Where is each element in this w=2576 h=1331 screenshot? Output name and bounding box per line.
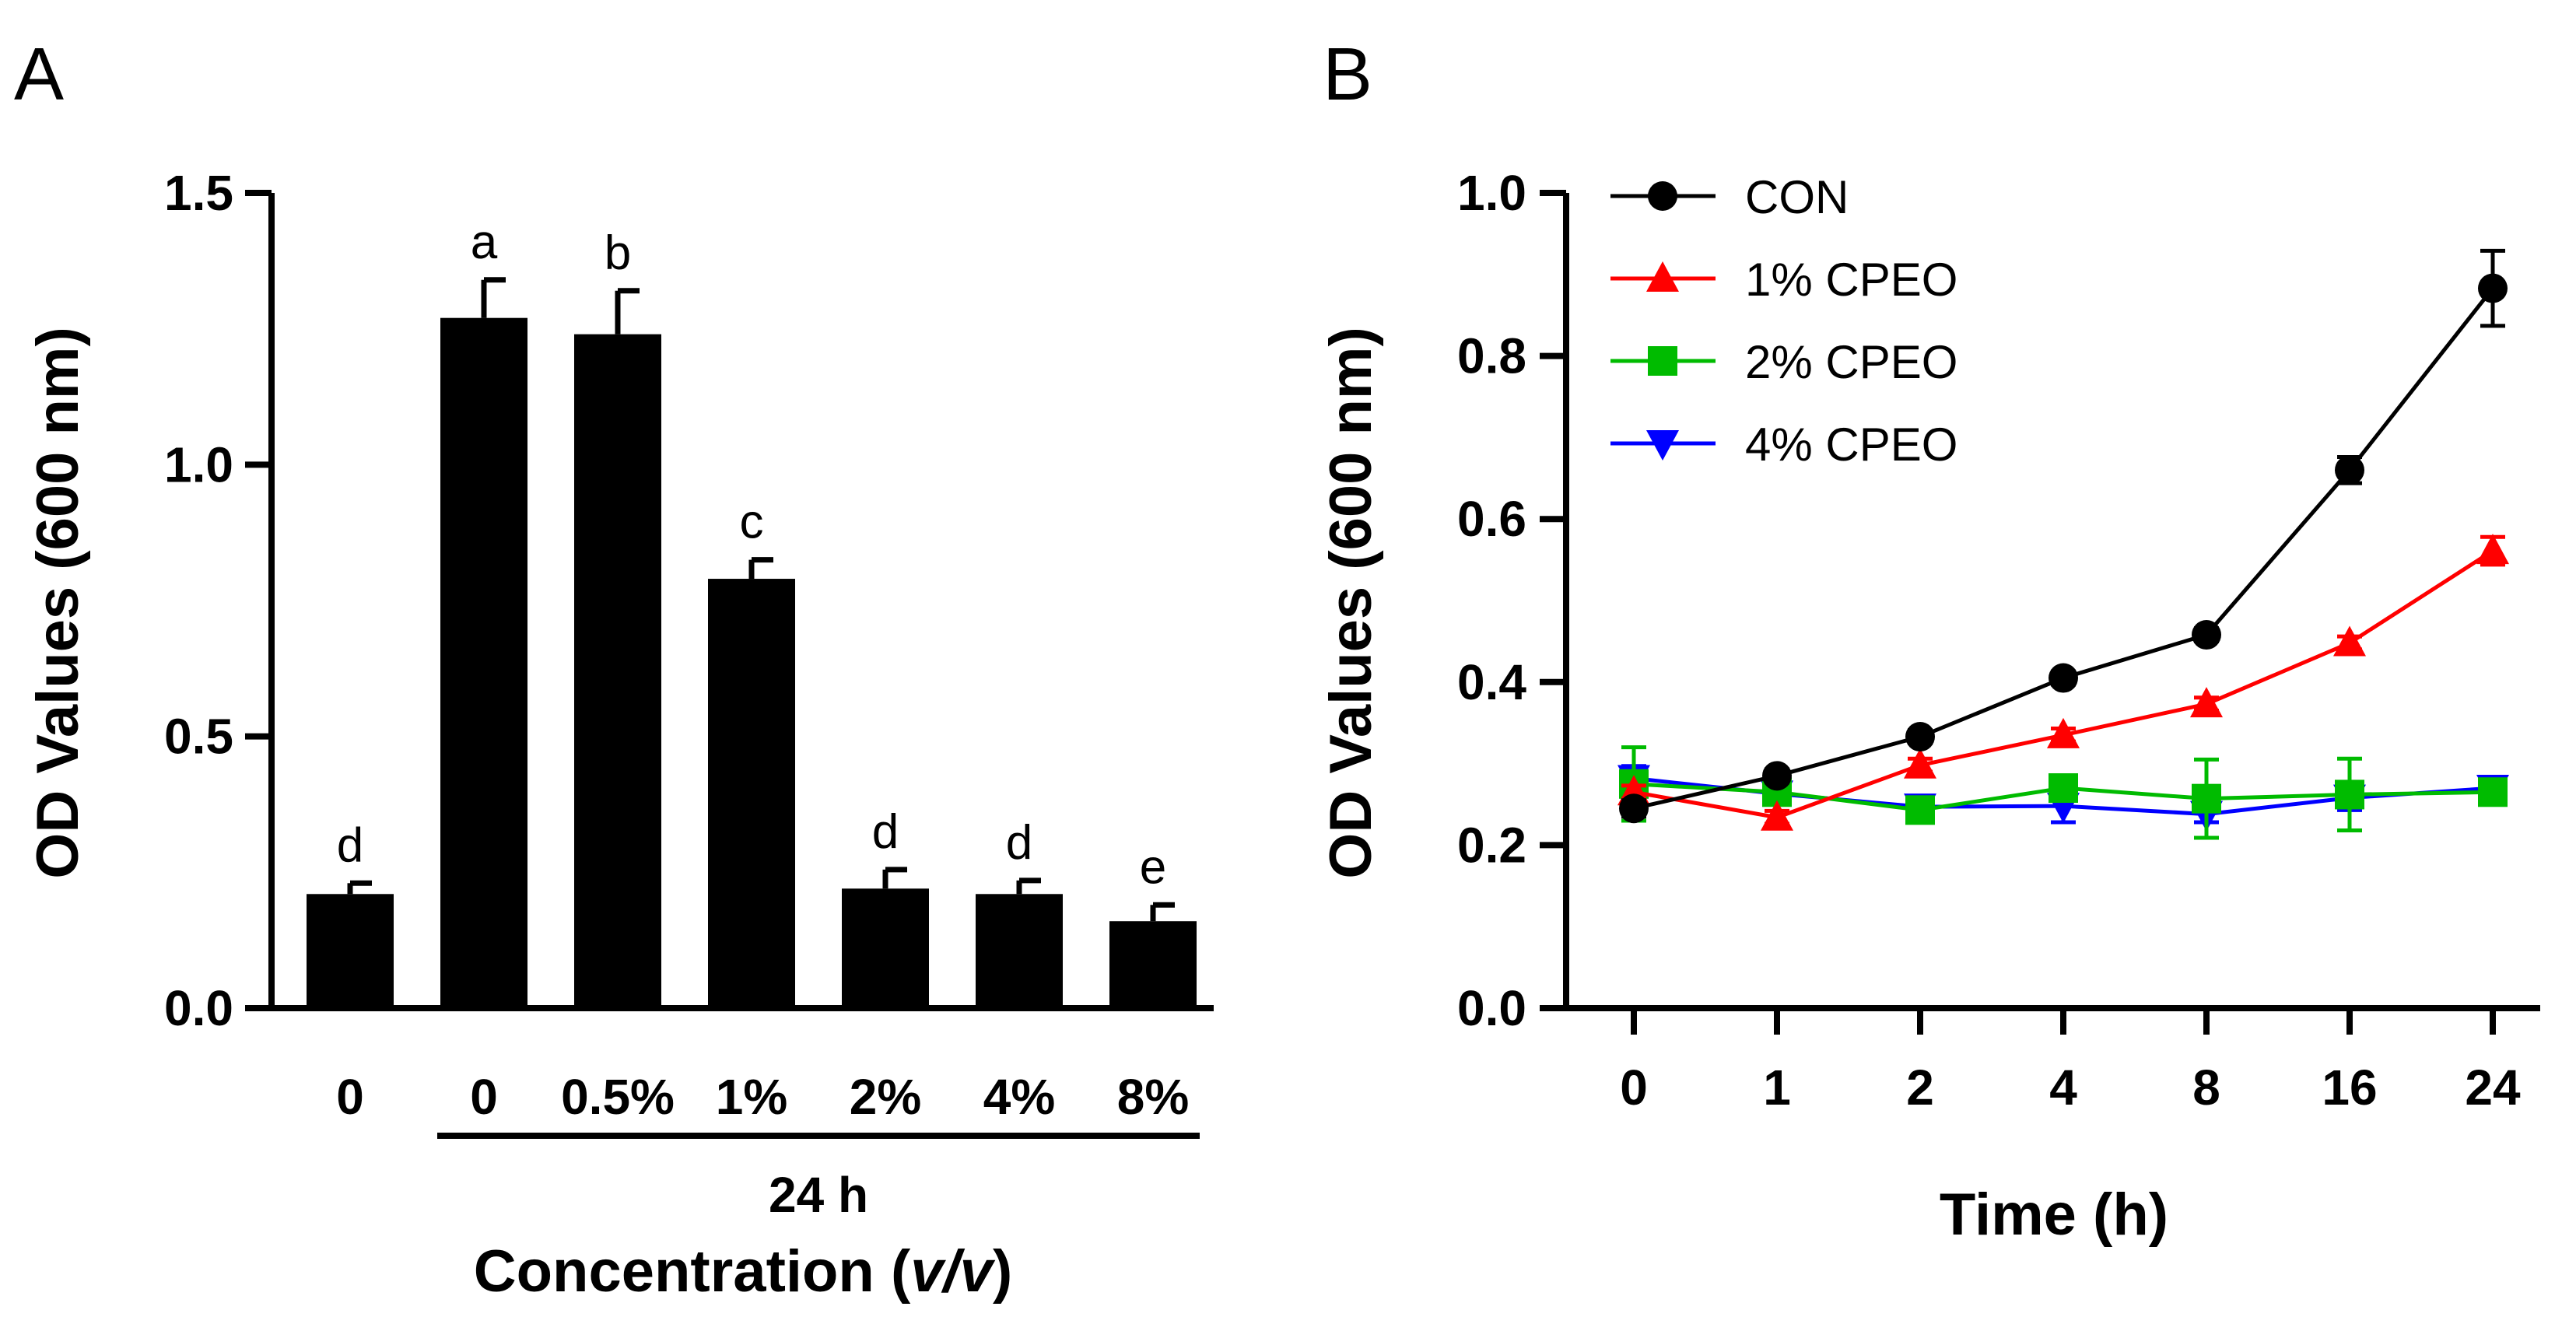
panel-b-y-tick-label: 0.4 bbox=[1457, 654, 1526, 710]
panel-a-x-tick-label: 4% bbox=[983, 1069, 1056, 1125]
panel-a-y-tick-label: 0.5 bbox=[164, 709, 233, 765]
panel-a-x-axis-title: Concentration (v/v) bbox=[474, 1238, 1013, 1305]
panel-b-y-ticks: 0.0 0.2 0.4 0.6 0.8 1.0 bbox=[1457, 165, 1566, 1036]
panel-a-y-tick-label: 0.0 bbox=[164, 980, 233, 1036]
panel-a-bar bbox=[440, 317, 527, 1008]
panel-b-x-tick-label: 1 bbox=[1763, 1060, 1791, 1116]
panel-b-data-point bbox=[2049, 773, 2078, 804]
panel-a-bar bbox=[976, 894, 1063, 1008]
panel-b-data-point bbox=[2192, 783, 2221, 814]
panel-b-legend-label: 2% CPEO bbox=[1745, 336, 1957, 388]
panel-a-bar bbox=[574, 334, 661, 1008]
panel-b-data-point bbox=[2047, 717, 2080, 748]
panel-b-data-point bbox=[2190, 687, 2223, 718]
panel-b-legend-marker bbox=[1648, 181, 1677, 211]
panel-b-y-axis-title: OD Values (600 nm) bbox=[1318, 327, 1384, 879]
panel-b-data-point bbox=[2335, 779, 2364, 810]
panel-b-data-point bbox=[2476, 534, 2509, 565]
panel-a-y-tick-label: 1.5 bbox=[164, 165, 233, 221]
panel-b-data-point bbox=[1905, 795, 1935, 825]
panel-a-x-ticks: 0 0 0.5% 1% 2% 4% 8% bbox=[336, 1069, 1189, 1125]
panel-a-x-tick-label: 0 bbox=[336, 1069, 364, 1125]
panel-b-data-point bbox=[1905, 722, 1935, 752]
panel-a-x-tick-label: 1% bbox=[716, 1069, 788, 1125]
panel-a-significance-letter: d bbox=[337, 818, 363, 872]
panel-b-data-point bbox=[2049, 663, 2078, 693]
panel-b-data-point bbox=[1762, 761, 1792, 791]
panel-b-legend-marker bbox=[1646, 430, 1679, 461]
panel-a-significance-letter: c bbox=[740, 496, 764, 549]
panel-b-data-point bbox=[2335, 455, 2364, 485]
panel-b-x-axis-title: Time (h) bbox=[1940, 1182, 2168, 1248]
panel-a-x-tick-label: 8% bbox=[1117, 1069, 1190, 1125]
panel-b-y-tick-label: 0.6 bbox=[1457, 491, 1526, 547]
panel-a-significance-letter: d bbox=[1006, 816, 1032, 870]
panel-b-x-tick-label: 4 bbox=[2049, 1060, 2077, 1116]
panel-b-legend-marker bbox=[1648, 346, 1677, 376]
panel-b-series-con bbox=[1619, 248, 2508, 824]
panel-a-x-tick-label: 0.5% bbox=[561, 1069, 675, 1125]
panel-a-group-label: 24 h bbox=[769, 1167, 868, 1223]
panel-b-x-tick-label: 24 bbox=[2465, 1060, 2521, 1116]
panel-a-significance-letter: d bbox=[872, 805, 899, 859]
panel-b-y-tick-label: 0.0 bbox=[1457, 980, 1526, 1036]
panel-b-legend-label: 1% CPEO bbox=[1745, 254, 1957, 306]
panel-b-data-point bbox=[1761, 800, 1793, 831]
panel-a-bar bbox=[1109, 921, 1197, 1008]
panel-a-letter: A bbox=[14, 33, 64, 116]
panel-b-data-point bbox=[2192, 620, 2221, 650]
panel-a-y-tick-label: 1.0 bbox=[164, 436, 233, 492]
panel-a-significance-letter: b bbox=[605, 226, 631, 280]
panel-b: B OD Values (600 nm) 0.00.20.40.60.81.0 … bbox=[1318, 33, 2540, 1248]
panel-a-significance-letter: e bbox=[1140, 840, 1166, 894]
panel-b-data-point bbox=[2333, 625, 2366, 657]
panel-a-significance-letter: a bbox=[471, 215, 498, 269]
panel-a-bar bbox=[307, 894, 394, 1008]
panel-b-x-tick-label: 0 bbox=[1620, 1060, 1648, 1116]
panel-a-bar bbox=[708, 579, 795, 1008]
panel-b-series-1-cpeo bbox=[1617, 534, 2509, 831]
panel-a-y-ticks: 0.0 0.5 1.0 1.5 bbox=[164, 165, 272, 1036]
panel-b-series bbox=[1617, 248, 2509, 840]
panel-b-legend-label: 4% CPEO bbox=[1745, 419, 1957, 471]
panel-a-x-tick-label: 0 bbox=[470, 1069, 498, 1125]
panel-b-legend-label: CON bbox=[1745, 171, 1849, 223]
panel-b-y-tick-label: 0.8 bbox=[1457, 328, 1526, 384]
panel-a-bar bbox=[842, 888, 929, 1008]
panel-a-x-tick-label: 2% bbox=[850, 1069, 922, 1125]
panel-b-y-tick-label: 1.0 bbox=[1457, 165, 1526, 221]
panel-b-letter: B bbox=[1323, 33, 1372, 116]
panel-b-legend: CON 1% CPEO 2% CPEO 4% CPEO bbox=[1610, 171, 1957, 471]
panel-a-bars: d a b c d d e bbox=[307, 215, 1197, 1008]
panel-b-x-tick-label: 16 bbox=[2322, 1060, 2377, 1116]
panel-b-x-tick-label: 8 bbox=[2192, 1060, 2220, 1116]
panel-b-x-ticks: 0 1 2 4 8 16 24 bbox=[1620, 1008, 2521, 1116]
panel-a-y-axis-title: OD Values (600 nm) bbox=[25, 327, 91, 879]
panel-a: A OD Values (600 nm) 0.00.51.01.5 da bcd d… bbox=[14, 33, 1214, 1305]
panel-b-legend-marker bbox=[1646, 261, 1679, 292]
panel-b-x-tick-label: 2 bbox=[1906, 1060, 1934, 1116]
panel-b-data-point bbox=[2478, 273, 2508, 303]
panel-b-data-point bbox=[2478, 777, 2508, 807]
panel-b-y-tick-label: 0.2 bbox=[1457, 817, 1526, 873]
panel-b-data-point bbox=[1619, 793, 1649, 824]
panel-b-data-point bbox=[1904, 748, 1936, 779]
